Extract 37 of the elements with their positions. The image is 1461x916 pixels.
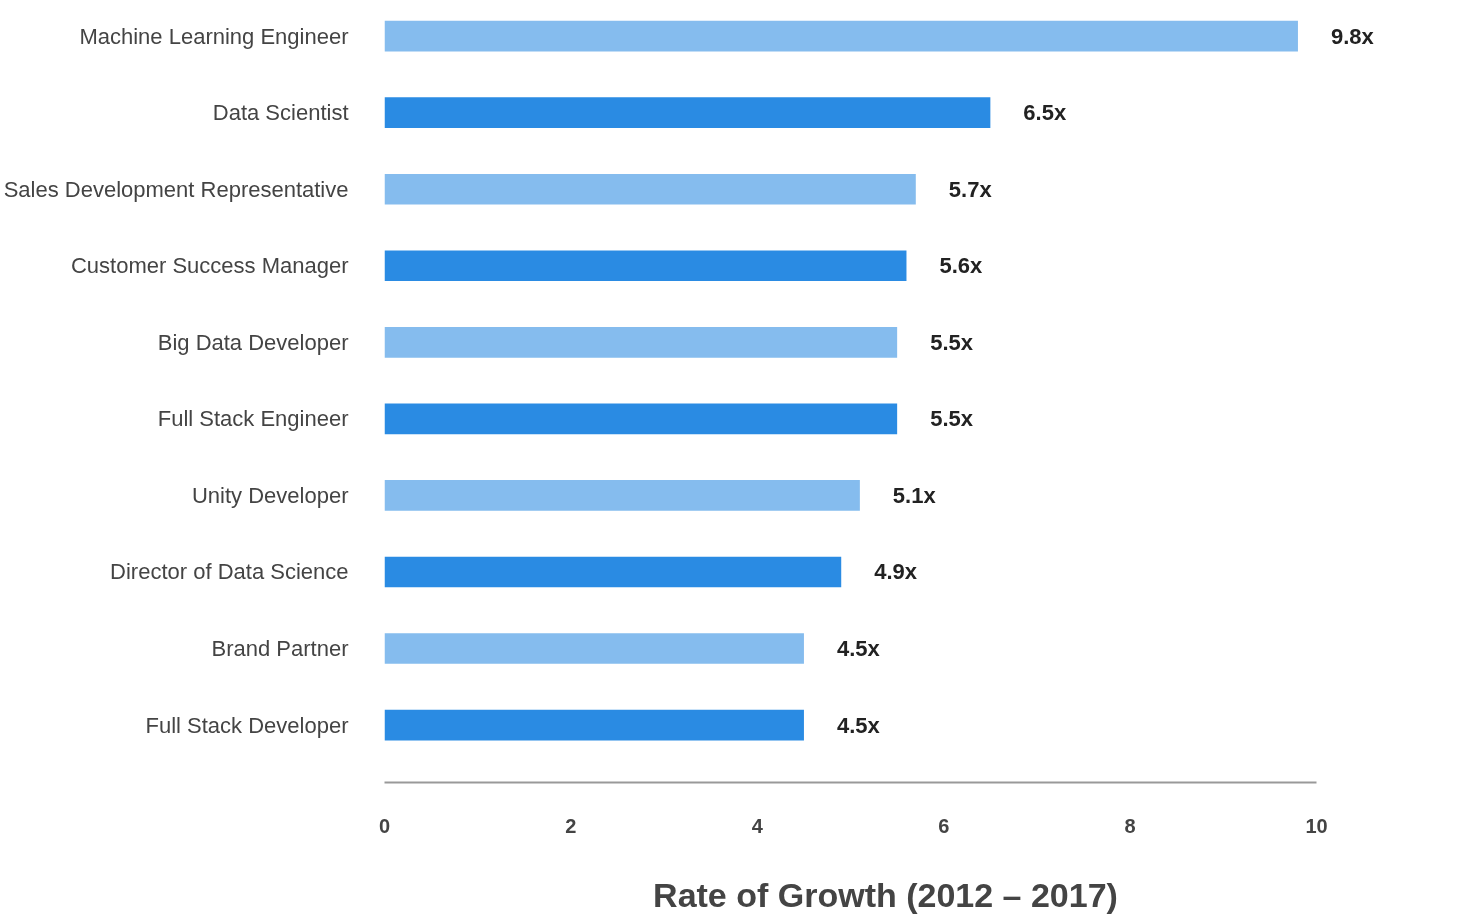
data-label: 5.5x: [930, 406, 974, 432]
data-label: 9.8x: [1330, 23, 1375, 49]
x-tick-label: 6: [938, 814, 950, 837]
bar: [384, 97, 991, 128]
x-tick-label: 2: [565, 814, 577, 837]
y-tick-label: Data Scientist: [212, 100, 349, 126]
data-label: 5.5x: [930, 329, 974, 355]
data-label: 6.5x: [1023, 100, 1067, 126]
bar: [384, 327, 898, 358]
y-tick-label: Sales Development Representative: [3, 176, 349, 202]
x-tick-label: 0: [378, 814, 391, 837]
bar: [384, 403, 898, 435]
data-label: 4.9x: [874, 559, 918, 585]
y-tick-label: Machine Learning Engineer: [79, 23, 349, 49]
y-tick-label: Unity Developer: [191, 482, 349, 508]
bar: [384, 173, 916, 205]
data-label: 5.6x: [939, 253, 984, 279]
data-label: 4.5x: [836, 712, 881, 738]
y-tick-label: Big Data Developer: [157, 329, 349, 355]
x-tick-label: 4: [751, 814, 764, 837]
data-label: 4.5x: [836, 636, 881, 662]
y-tick-label: Full Stack Developer: [145, 712, 349, 738]
y-tick-label: Customer Success Manager: [70, 253, 349, 279]
data-label: 5.7x: [948, 176, 993, 202]
data-label: 5.1x: [892, 482, 937, 508]
bar: [384, 250, 907, 282]
bar: [384, 633, 804, 664]
bar: [384, 480, 860, 511]
bar: [384, 20, 1298, 52]
x-tick-label: 8: [1124, 814, 1136, 837]
x-tick-label: 10: [1305, 814, 1328, 837]
x-axis-title: Rate of Growth (2012 – 2017): [653, 875, 1118, 914]
y-tick-label: Full Stack Engineer: [157, 406, 349, 432]
y-tick-label: Director of Data Science: [110, 559, 349, 585]
y-tick-label: Brand Partner: [211, 636, 349, 662]
bar: [384, 556, 842, 588]
bar: [384, 709, 804, 741]
